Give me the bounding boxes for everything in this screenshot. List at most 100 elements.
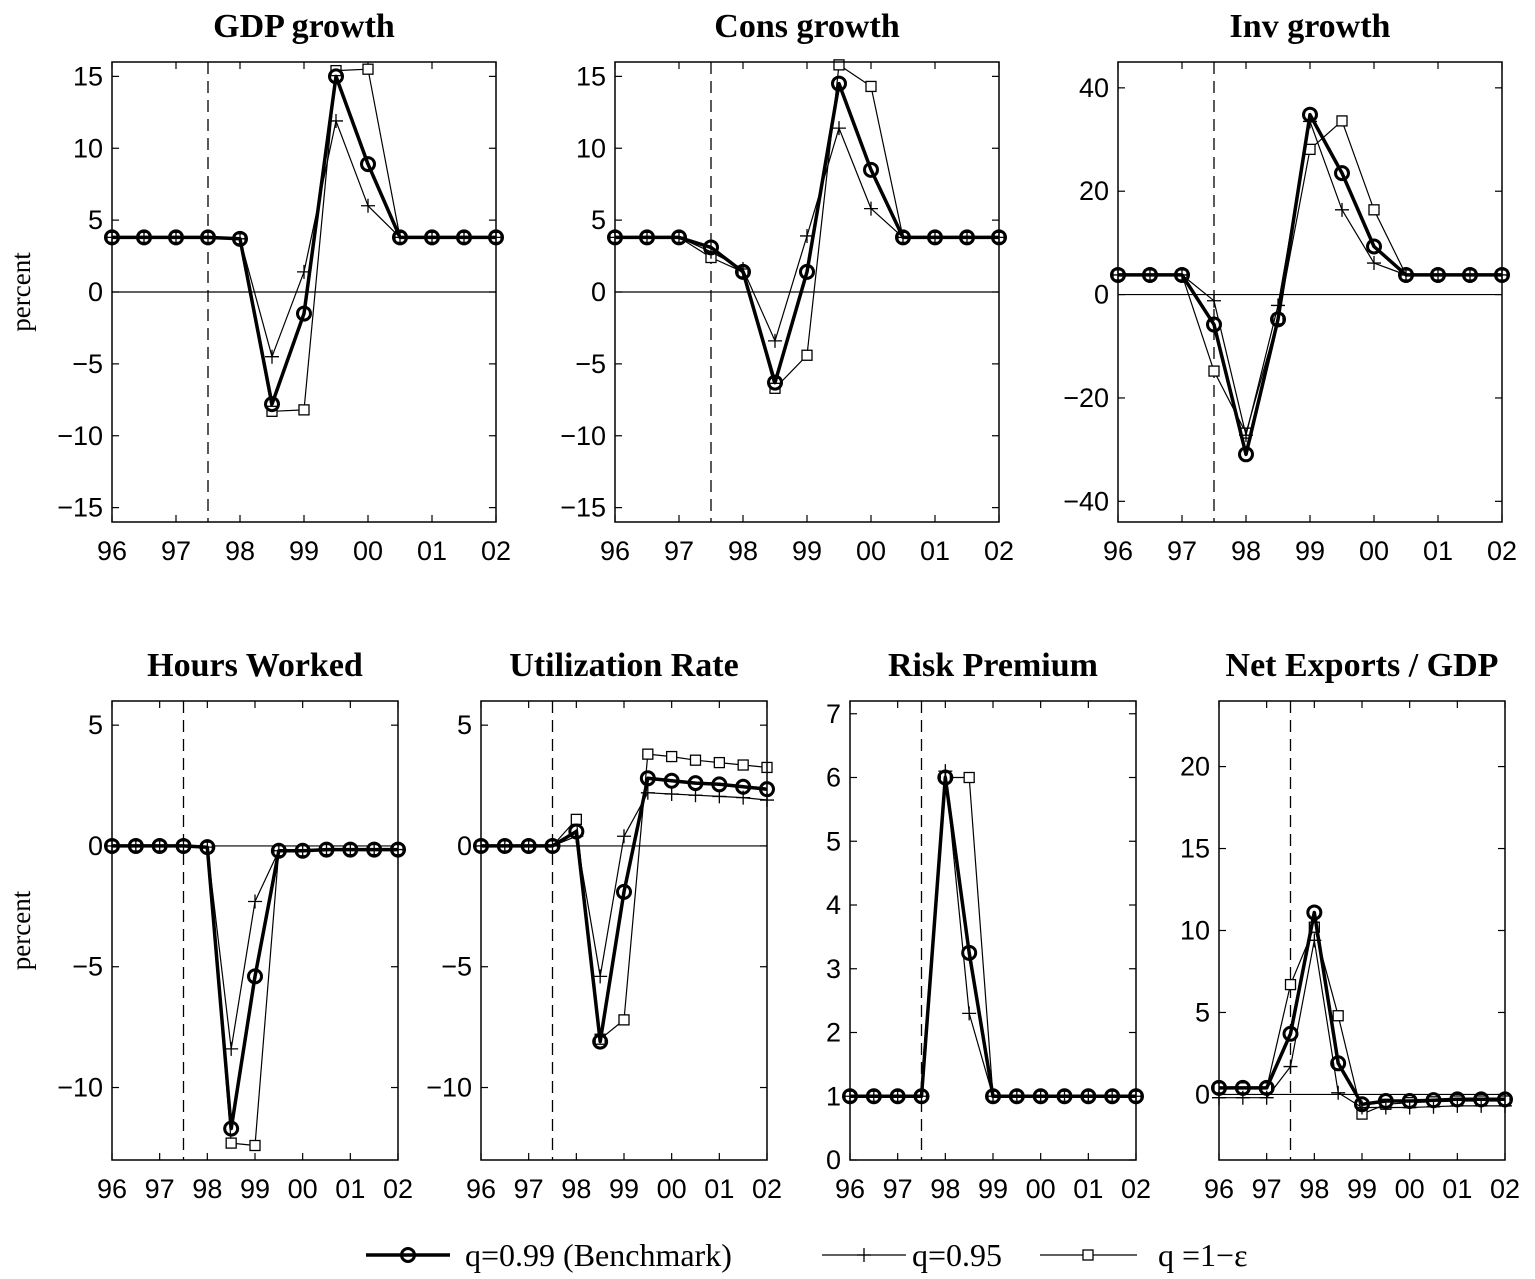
y-tick-label: 5 [88,205,103,235]
data-point-benchmark [1142,266,1158,283]
y-tick-label: 5 [1195,997,1210,1027]
data-point-eps [1368,204,1380,216]
panel-title: Net Exports / GDP [1226,647,1499,684]
series-line-q095 [850,770,1136,1097]
series-line-eps [850,776,1136,1097]
series-line-eps [615,64,999,389]
data-point-benchmark [223,1120,240,1137]
x-tick-label: 96 [600,536,630,566]
legend-marker-circle [400,1247,416,1263]
x-tick-label: 97 [145,1174,175,1204]
data-point-benchmark [1258,1079,1275,1096]
y-tick-label: −15 [560,493,606,523]
data-point-benchmark [1449,1091,1466,1108]
data-point-benchmark [1234,1079,1251,1096]
data-point-benchmark [1430,266,1446,283]
plot-frame [849,700,1137,1161]
x-tick-label: 98 [192,1174,222,1204]
data-point-benchmark [1008,1088,1025,1105]
y-tick-label: 2 [826,1018,841,1048]
panel-3: Inv growth −40 −20 0 20 40 96 97 98 99 00 01 02 [1063,8,1517,566]
data-point-benchmark [703,239,719,256]
data-point-eps [1284,978,1297,991]
y-tick-label: −10 [57,421,103,451]
x-tick-label: 02 [752,1174,782,1204]
x-tick-label: 99 [792,536,822,566]
x-tick-label: 01 [417,536,447,566]
x-tick-label: 98 [225,536,255,566]
data-point-benchmark [1377,1092,1394,1109]
y-tick-label: 6 [826,763,841,793]
y-axis-label: percent [6,890,36,970]
plot-frame [111,61,497,523]
data-point-eps [801,349,813,361]
x-tick-label: 97 [883,1174,913,1204]
data-point-benchmark [735,263,751,280]
panel-title: GDP growth [213,8,395,45]
data-point-benchmark [639,770,656,787]
data-point-benchmark [1032,1088,1049,1105]
data-point-benchmark [1174,266,1190,283]
data-point-benchmark [1056,1088,1073,1105]
y-tick-label: 20 [1180,752,1210,782]
y-tick-label: 20 [1079,176,1109,206]
data-point-benchmark [456,229,472,246]
data-point-q095 [1283,1059,1298,1074]
x-tick-label: 98 [930,1174,960,1204]
data-point-eps [570,813,582,826]
series-line-benchmark [1219,910,1505,1107]
y-tick-label: 0 [591,277,606,307]
y-tick-label: −10 [57,1073,103,1103]
data-point-benchmark [232,230,248,247]
y-tick-label: 5 [88,710,103,740]
data-point-benchmark [328,68,344,85]
data-point-benchmark [865,1088,882,1105]
data-point-benchmark [175,837,192,854]
data-point-benchmark [1306,904,1323,921]
data-point-benchmark [1334,165,1350,182]
series-line-eps [112,845,398,1147]
y-tick-label: 5 [457,710,472,740]
panel-title: Utilization Rate [509,647,738,684]
x-tick-label: 99 [1347,1174,1377,1204]
data-point-benchmark [200,229,216,246]
data-point-benchmark [296,305,312,322]
y-tick-label: 10 [73,133,103,163]
x-tick-label: 00 [856,536,886,566]
data-point-eps [1332,1010,1344,1022]
data-point-benchmark [1401,1092,1418,1109]
data-point-eps [737,759,749,771]
data-point-benchmark [927,229,943,246]
data-point-benchmark [1425,1092,1442,1109]
y-tick-label: −5 [575,349,606,379]
series-line-benchmark [615,81,999,385]
x-tick-label: 98 [1299,1174,1329,1204]
data-point-benchmark [663,772,680,789]
x-tick-label: 00 [1026,1174,1056,1204]
data-point-benchmark [1270,311,1286,328]
x-tick-label: 97 [514,1174,544,1204]
panel-title: Inv growth [1230,8,1391,45]
data-point-benchmark [168,229,184,246]
y-tick-label: 3 [826,954,841,984]
series-line-benchmark [112,74,496,406]
data-point-eps [689,754,702,766]
data-point-benchmark [1080,1088,1097,1105]
data-point-benchmark [1104,1088,1121,1105]
data-point-benchmark [863,161,879,178]
panel-4: Hours Worked percent −10 −5 0 5 96 97 98 99 00 01 02 [6,647,413,1204]
data-point-benchmark [366,841,383,858]
data-point-q095 [1335,202,1349,217]
data-point-benchmark [544,837,561,854]
data-point-benchmark [127,837,144,854]
x-tick-label: 01 [920,536,950,566]
legend-label-benchmark: q=0.99 (Benchmark) [465,1237,732,1273]
plot-frame [614,61,1000,523]
data-point-q095 [664,787,679,802]
plot-frame [1218,700,1506,1161]
x-tick-label: 00 [1395,1174,1425,1204]
legend-label-eps: q =1−ε [1158,1237,1248,1273]
data-point-q095 [248,894,262,909]
y-tick-label: 0 [826,1145,841,1175]
